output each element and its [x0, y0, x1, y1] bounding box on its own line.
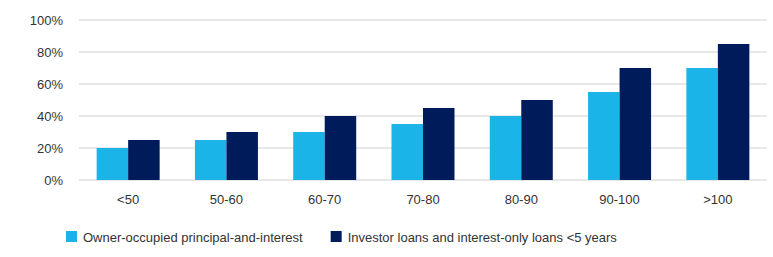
bar — [392, 124, 424, 180]
legend-swatch — [66, 231, 77, 242]
grid-line — [79, 20, 767, 21]
chart: 0% 20% 40% 60% 80% 100% <50 50-60 60-70 70-80 80-9… — [0, 0, 773, 257]
legend-swatch — [331, 231, 342, 242]
x-tick-label: 80-90 — [505, 192, 538, 207]
y-tick-label: 60% — [37, 77, 63, 92]
x-tick-label: 50-60 — [210, 192, 243, 207]
bar — [226, 132, 258, 180]
bar — [423, 108, 455, 180]
y-tick-label: 0% — [44, 173, 63, 188]
x-tick-label: 70-80 — [406, 192, 439, 207]
bar — [588, 92, 620, 180]
x-tick-label: >100 — [703, 192, 732, 207]
bar — [718, 44, 750, 180]
bar — [325, 116, 357, 180]
bar — [97, 148, 128, 180]
bar — [293, 132, 325, 180]
x-tick-label: 90-100 — [599, 192, 639, 207]
bar — [490, 116, 522, 180]
y-tick-label: 40% — [37, 109, 63, 124]
bar — [521, 100, 553, 180]
legend-label: Investor loans and interest-only loans <… — [348, 230, 618, 245]
grid-line — [79, 52, 767, 53]
bar — [195, 140, 227, 180]
bar — [686, 68, 718, 180]
grid-line — [79, 84, 767, 85]
bar — [620, 68, 652, 180]
grid — [79, 20, 767, 180]
bar — [128, 140, 160, 180]
x-tick-label: 60-70 — [308, 192, 341, 207]
y-tick-label: 80% — [37, 45, 63, 60]
y-tick-label: 100% — [30, 13, 64, 28]
y-tick-label: 20% — [37, 141, 63, 156]
x-tick-label: <50 — [117, 192, 139, 207]
bars — [97, 44, 750, 180]
legend: Owner-occupied principal-and-interest Inv… — [66, 230, 617, 245]
legend-label: Owner-occupied principal-and-interest — [83, 230, 303, 245]
